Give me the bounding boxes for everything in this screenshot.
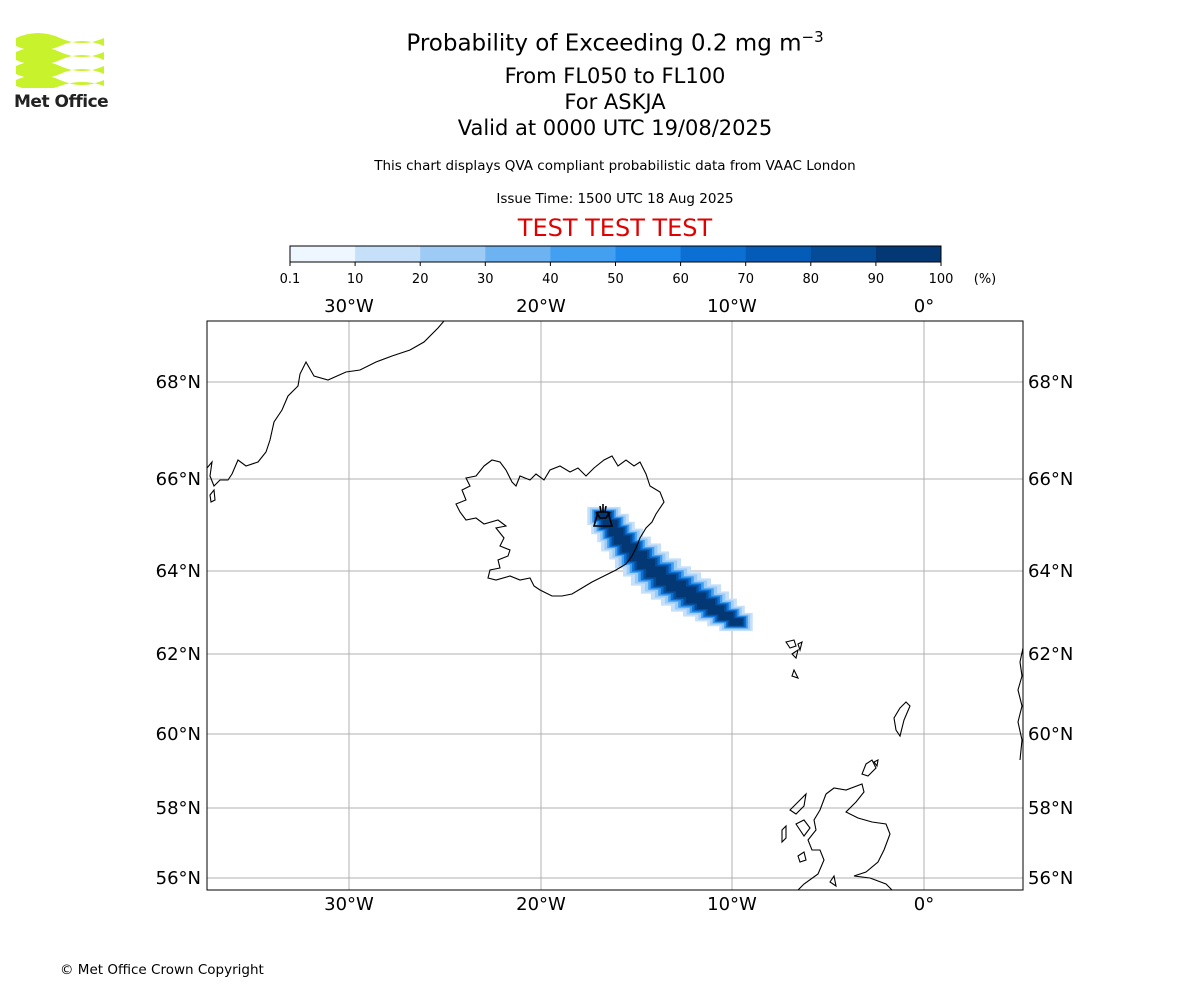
colorbar-tick-label: 40: [542, 272, 559, 287]
lon-label-top: 0°: [914, 296, 934, 317]
chart-title: Probability of Exceeding 0.2 mg m−3: [406, 28, 824, 57]
test-banner: TEST TEST TEST: [517, 214, 713, 242]
scotland-coast: [797, 783, 893, 890]
lon-label-top: 30°W: [324, 296, 374, 317]
lat-label-right: 68°N: [1028, 372, 1073, 393]
lat-label-left: 62°N: [156, 644, 201, 665]
lat-label-right: 62°N: [1028, 644, 1073, 665]
lat-label-left: 56°N: [156, 868, 201, 889]
flight-level-range: From FL050 to FL100: [504, 64, 726, 88]
colorbar-tick-label: 70: [737, 272, 754, 287]
lon-label-bottom: 30°W: [324, 894, 374, 915]
iceland-coast: [455, 455, 665, 597]
colorbar-tick-label: 80: [803, 272, 820, 287]
plume-cell: [636, 559, 656, 569]
plume-cell: [608, 527, 624, 537]
chart-description: This chart displays QVA compliant probab…: [374, 158, 856, 174]
plume-cell: [656, 574, 676, 586]
colorbar-tick-label: 0.1: [280, 272, 301, 287]
colorbar-tick-label: 100: [929, 272, 954, 287]
lat-label-right: 58°N: [1028, 798, 1073, 819]
colorbar-swatch: [745, 246, 812, 262]
lon-label-bottom: 20°W: [516, 894, 566, 915]
plume-cell: [666, 580, 686, 592]
lat-label-right: 64°N: [1028, 561, 1073, 582]
lat-label-right: 56°N: [1028, 868, 1073, 889]
plume-cell: [621, 543, 639, 553]
plume-cell: [729, 618, 743, 626]
plume-cell: [696, 599, 716, 609]
graticule: [207, 321, 1023, 890]
lon-label-bottom: 0°: [914, 894, 934, 915]
lat-label-right: 66°N: [1028, 469, 1073, 490]
plume-cell: [597, 512, 611, 520]
plume-cell: [646, 566, 666, 578]
colorbar-swatch: [680, 246, 747, 262]
volcano-icon: [592, 504, 614, 527]
colorbar-swatch: [420, 246, 486, 262]
colorbar: 0.1 10 20 30 40 50 60 70 80 90 100 (%): [280, 245, 997, 287]
colorbar-swatch: [355, 246, 421, 262]
lon-label-top: 20°W: [516, 296, 566, 317]
colorbar-swatch: [875, 246, 942, 262]
lat-label-right: 60°N: [1028, 724, 1073, 745]
plume-cell: [686, 592, 706, 604]
colorbar-tick-label: 10: [347, 272, 364, 287]
lat-label-left: 68°N: [156, 372, 201, 393]
colorbar-swatch: [485, 246, 551, 262]
issue-time: Issue Time: 1500 UTC 18 Aug 2025: [496, 191, 734, 207]
colorbar-swatch: [290, 246, 356, 262]
coastlines: [207, 321, 1023, 890]
colorbar-tick-label: 50: [607, 272, 624, 287]
lon-label-top: 10°W: [707, 296, 757, 317]
plume-cell: [602, 519, 618, 529]
valid-time: Valid at 0000 UTC 19/08/2025: [457, 116, 773, 140]
plume-cell: [707, 605, 725, 615]
colorbar-tick-label: 30: [477, 272, 494, 287]
copyright-notice: © Met Office Crown Copyright: [60, 962, 264, 978]
colorbar-tick-label: 20: [412, 272, 429, 287]
colorbar-swatch: [810, 246, 877, 262]
greenland-coast: [207, 321, 445, 487]
plume-cell: [676, 586, 696, 598]
lat-label-left: 66°N: [156, 469, 201, 490]
map-panel: 30°W 20°W 10°W 0° 30°W 20°W 10°W 0° 68°N…: [156, 296, 1074, 915]
colorbar-unit: (%): [974, 272, 997, 287]
lat-label-left: 60°N: [156, 724, 201, 745]
plume-cell: [613, 535, 631, 545]
colorbar-tick-label: 60: [672, 272, 689, 287]
plume-cell: [718, 611, 734, 621]
colorbar-tick-label: 90: [868, 272, 885, 287]
plume-cell: [628, 551, 648, 561]
volcano-name: For ASKJA: [564, 90, 666, 114]
met-office-logo: [16, 33, 104, 88]
logo-text: Met Office: [14, 92, 109, 112]
colorbar-swatch: [550, 246, 616, 262]
lon-label-bottom: 10°W: [707, 894, 757, 915]
colorbar-swatch: [615, 246, 682, 262]
ash-probability-plume: [587, 506, 753, 632]
lat-label-left: 58°N: [156, 798, 201, 819]
lat-label-left: 64°N: [156, 561, 201, 582]
